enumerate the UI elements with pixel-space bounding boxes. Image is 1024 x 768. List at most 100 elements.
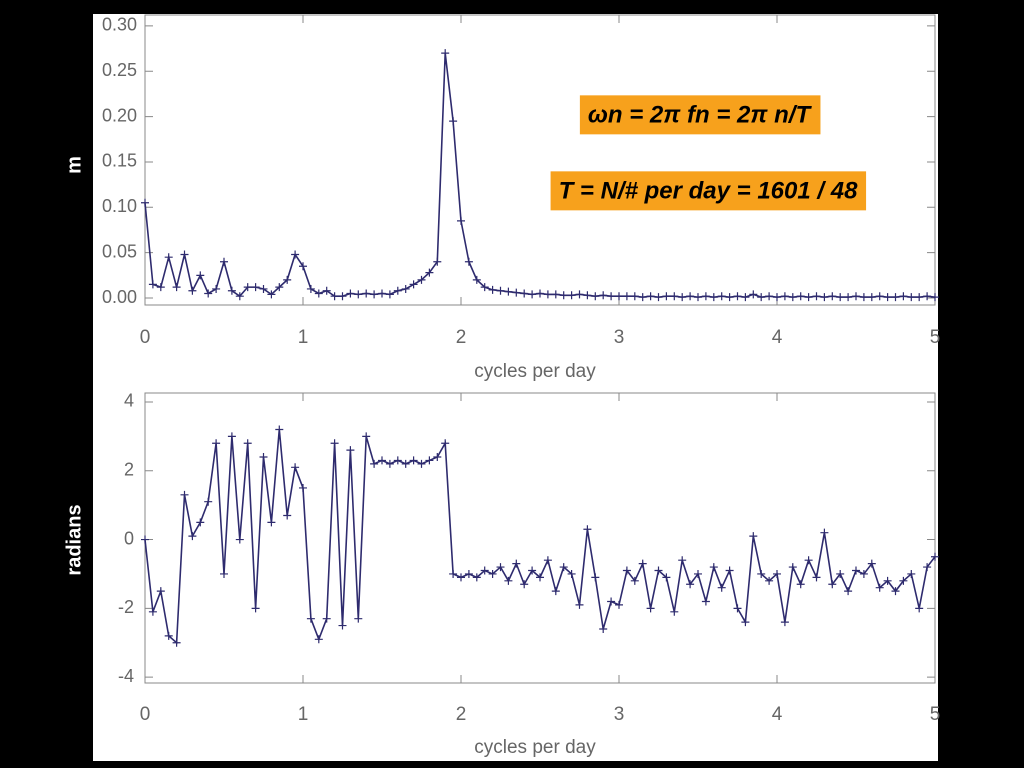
point-marker — [464, 569, 473, 578]
point-marker — [717, 292, 726, 301]
point-marker — [378, 456, 386, 465]
point-marker — [417, 459, 426, 468]
point-marker — [243, 439, 252, 448]
point-marker — [291, 250, 300, 259]
point-marker — [559, 291, 568, 300]
point-marker — [575, 600, 584, 609]
point-marker — [512, 288, 521, 297]
point-marker — [773, 293, 781, 302]
x-tick-label: 5 — [930, 327, 941, 348]
point-marker — [488, 569, 497, 578]
point-marker — [275, 283, 284, 292]
point-marker — [204, 289, 213, 298]
point-marker — [844, 587, 853, 596]
point-marker — [259, 452, 268, 461]
y-tick-label: 0 — [124, 528, 134, 548]
point-marker — [622, 566, 631, 575]
point-marker — [646, 292, 655, 301]
point-marker — [923, 292, 932, 301]
point-marker — [543, 556, 552, 565]
point-marker — [654, 293, 663, 302]
point-marker — [536, 289, 544, 298]
point-marker — [283, 511, 292, 520]
point-marker — [757, 293, 766, 302]
point-marker — [852, 566, 860, 575]
point-marker — [457, 573, 465, 582]
point-marker — [812, 292, 821, 301]
point-marker — [457, 216, 465, 225]
point-marker — [141, 535, 149, 544]
point-marker — [749, 290, 758, 299]
point-marker — [686, 580, 695, 589]
point-marker — [615, 600, 623, 609]
x-tick-label: 2 — [456, 704, 467, 725]
point-marker — [148, 280, 157, 289]
point-marker — [409, 456, 418, 465]
point-marker — [385, 290, 394, 299]
point-marker — [780, 618, 789, 627]
y-tick-label: 4 — [124, 391, 134, 411]
point-marker — [496, 286, 505, 295]
point-marker — [788, 563, 797, 572]
point-marker — [923, 563, 932, 572]
point-marker — [662, 573, 671, 582]
point-marker — [299, 483, 307, 492]
point-marker — [536, 573, 544, 582]
point-marker — [401, 459, 410, 468]
point-marker — [441, 49, 450, 58]
annotation: ωn = 2π fn = 2π n/T — [588, 101, 813, 128]
point-marker — [765, 576, 774, 585]
point-marker — [433, 452, 442, 461]
point-marker — [559, 563, 568, 572]
point-marker — [694, 293, 702, 302]
x-tick-label: 0 — [140, 704, 151, 725]
point-marker — [796, 292, 805, 301]
x-tick-label: 4 — [772, 327, 783, 348]
annotation-box — [579, 95, 821, 135]
point-marker — [275, 425, 284, 434]
point-marker — [883, 293, 892, 302]
point-marker — [267, 290, 276, 299]
point-marker — [915, 293, 924, 302]
point-marker — [931, 552, 939, 561]
point-marker — [370, 290, 379, 299]
point-marker — [259, 284, 268, 293]
point-marker — [409, 280, 418, 289]
point-marker — [148, 607, 157, 616]
point-marker — [812, 573, 821, 582]
x-axis-title: cycles per day — [474, 361, 596, 382]
point-marker — [520, 580, 529, 589]
y-tick-label: 0.20 — [102, 105, 137, 125]
point-marker — [820, 528, 829, 537]
point-marker — [449, 117, 458, 126]
x-tick-label: 3 — [614, 327, 625, 348]
point-marker — [733, 604, 742, 613]
point-marker — [654, 566, 663, 575]
point-marker — [322, 614, 331, 623]
point-marker — [725, 566, 734, 575]
point-marker — [322, 286, 331, 295]
point-marker — [267, 518, 276, 527]
x-tick-label: 1 — [298, 704, 309, 725]
point-marker — [370, 459, 379, 468]
point-marker — [630, 292, 639, 301]
point-marker — [828, 580, 837, 589]
point-marker — [362, 289, 371, 298]
point-marker — [725, 293, 734, 302]
point-marker — [283, 275, 292, 284]
point-marker — [354, 614, 363, 623]
point-marker — [330, 292, 339, 301]
point-marker — [828, 292, 837, 301]
point-marker — [859, 569, 868, 578]
point-marker — [867, 293, 876, 302]
y-tick-label: 0.25 — [102, 60, 137, 80]
point-marker — [567, 569, 576, 578]
y-axis-title: m — [63, 156, 85, 174]
point-marker — [180, 490, 189, 499]
y-tick-label: 0.15 — [102, 151, 137, 171]
point-marker — [717, 583, 726, 592]
point-marker — [141, 198, 149, 207]
point-marker — [622, 292, 631, 301]
